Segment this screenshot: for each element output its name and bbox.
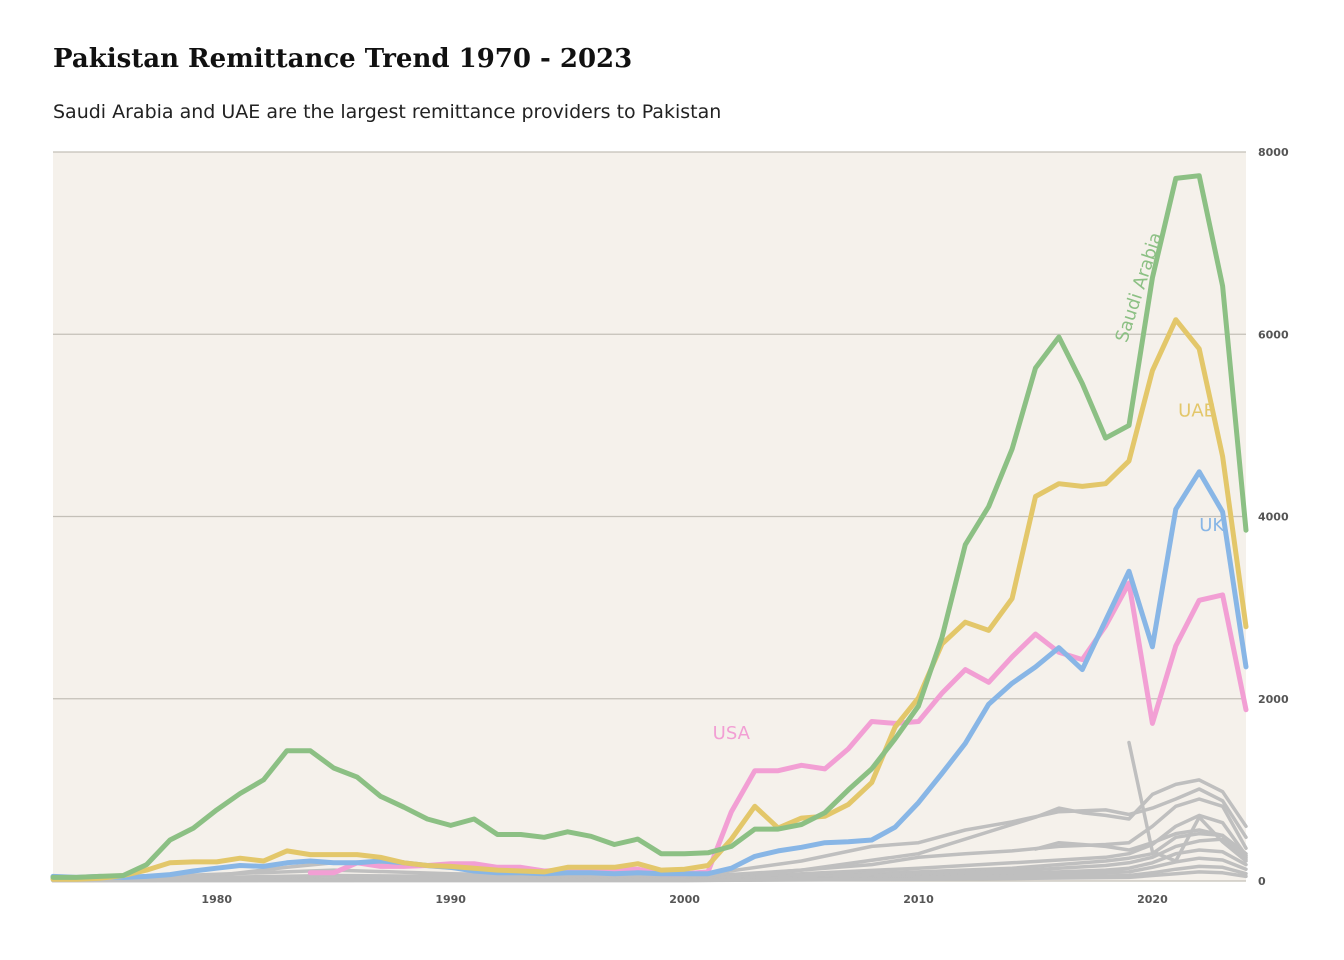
x-tick-label: 2020	[1137, 893, 1168, 906]
x-tick-label: 1990	[435, 893, 466, 906]
y-tick-label: 6000	[1258, 328, 1289, 341]
x-tick-label: 2010	[903, 893, 934, 906]
series-line-uk	[50, 469, 1249, 880]
highlighted-series-group	[50, 173, 1249, 882]
chart-subtitle: Saudi Arabia and UAE are the largest rem…	[53, 101, 722, 123]
series-line-saudi-arabia	[50, 173, 1249, 880]
y-axis-ticks: 0 2000 4000 6000 8000	[1258, 146, 1289, 888]
chart-title: Pakistan Remittance Trend 1970 - 2023	[53, 44, 633, 74]
x-tick-label: 2000	[669, 893, 700, 906]
x-tick-label: 1980	[201, 893, 232, 906]
y-tick-label: 2000	[1258, 693, 1289, 706]
grid-lines	[53, 151, 1246, 882]
label-uk: UK	[1199, 515, 1225, 536]
y-tick-label: 4000	[1258, 511, 1289, 524]
y-tick-label: 8000	[1258, 146, 1289, 159]
x-axis-ticks: 1980 1990 2000 2010 2020	[201, 893, 1168, 906]
other-series-line-11	[51, 870, 1248, 883]
label-uae: UAE	[1178, 400, 1215, 421]
other-series-line-7	[1127, 740, 1248, 863]
label-usa: USA	[713, 723, 751, 744]
y-tick-label: 0	[1258, 875, 1266, 888]
series-line-uae	[50, 317, 1249, 882]
other-series-line-10	[1033, 828, 1248, 860]
